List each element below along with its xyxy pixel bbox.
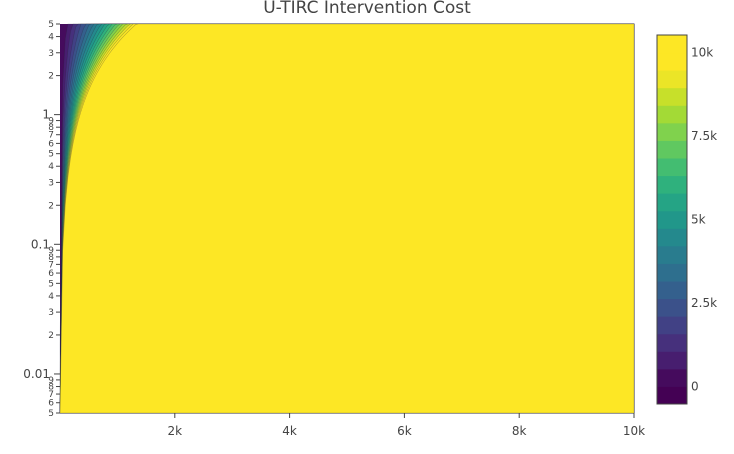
y-minor-tick-label: 4 xyxy=(48,162,54,172)
y-minor-tick-label: 2 xyxy=(48,72,54,82)
y-minor-tick-label: 5 xyxy=(48,20,54,30)
y-minor-tick-label: 8 xyxy=(48,383,54,393)
y-minor-tick-label: 5 xyxy=(48,150,54,160)
x-tick-label: 6k xyxy=(397,424,412,438)
chart-title: U-TIRC Intervention Cost xyxy=(263,0,471,18)
colorbar-tick-label: 10k xyxy=(691,46,713,60)
x-tick-label: 8k xyxy=(512,424,527,438)
y-major-tick-label: 0.1 xyxy=(31,237,50,251)
colorbar-swatch xyxy=(657,245,687,264)
y-minor-tick-label: 7 xyxy=(48,390,54,400)
y-minor-tick-label: 5 xyxy=(48,279,54,289)
colorbar-swatch xyxy=(657,140,687,159)
colorbar-swatch xyxy=(657,386,687,405)
y-minor-tick-label: 8 xyxy=(48,123,54,133)
colorbar-swatch xyxy=(657,316,687,335)
colorbar-swatch xyxy=(657,87,687,106)
colorbar-swatch xyxy=(657,210,687,229)
x-tick-label: 2k xyxy=(168,424,183,438)
colorbar-swatch xyxy=(657,228,687,247)
y-minor-tick-label: 2 xyxy=(48,201,54,211)
y-minor-tick-label: 7 xyxy=(48,260,54,270)
colorbar-tick-label: 0 xyxy=(691,379,699,393)
y-minor-tick-label: 9 xyxy=(48,376,54,386)
y-minor-tick-label: 2 xyxy=(48,331,54,341)
y-minor-tick-label: 6 xyxy=(48,139,54,149)
colorbar-swatch xyxy=(657,298,687,317)
y-minor-tick-label: 5 xyxy=(48,409,54,419)
colorbar-swatch xyxy=(657,333,687,352)
colorbar-swatch xyxy=(657,351,687,370)
y-major-tick-label: 1 xyxy=(42,108,50,122)
y-minor-tick-label: 8 xyxy=(48,253,54,263)
y-minor-tick-label: 6 xyxy=(48,269,54,279)
y-minor-tick-label: 9 xyxy=(48,246,54,256)
colorbar-swatch xyxy=(657,193,687,212)
y-minor-tick-label: 4 xyxy=(48,33,54,43)
colorbar-frame xyxy=(656,34,688,405)
x-tick-label: 4k xyxy=(282,424,297,438)
colorbar-tick-label: 5k xyxy=(691,213,706,227)
colorbar: 0 2.5k 5k 7.5k 10k xyxy=(656,34,717,405)
colorbar-swatch xyxy=(657,105,687,124)
y-minor-tick-label: 3 xyxy=(48,49,54,59)
colorbar-swatch xyxy=(657,52,687,71)
colorbar-swatch xyxy=(657,175,687,194)
colorbar-swatch xyxy=(657,263,687,282)
y-minor-tick-label: 6 xyxy=(48,399,54,409)
x-axis: 2k 4k 6k 8k 10k xyxy=(168,413,645,438)
contour-band-9500 xyxy=(59,23,635,414)
colorbar-swatch xyxy=(657,368,687,387)
colorbar-swatch xyxy=(657,281,687,300)
y-major-tick-label: 0.01 xyxy=(23,367,50,381)
y-minor-tick-label: 4 xyxy=(48,292,54,302)
colorbar-swatch xyxy=(657,70,687,89)
x-tick-label: 10k xyxy=(623,424,645,438)
y-minor-tick-label: 3 xyxy=(48,178,54,188)
y-minor-tick-label: 3 xyxy=(48,308,54,318)
colorbar-swatch xyxy=(657,35,687,54)
plot-area[interactable] xyxy=(59,23,635,414)
colorbar-tick-label: 7.5k xyxy=(691,129,717,143)
colorbar-swatch xyxy=(657,122,687,141)
colorbar-swatch xyxy=(657,158,687,177)
y-minor-tick-label: 7 xyxy=(48,131,54,141)
colorbar-tick-label: 2.5k xyxy=(691,296,717,310)
y-minor-tick-label: 9 xyxy=(48,117,54,127)
